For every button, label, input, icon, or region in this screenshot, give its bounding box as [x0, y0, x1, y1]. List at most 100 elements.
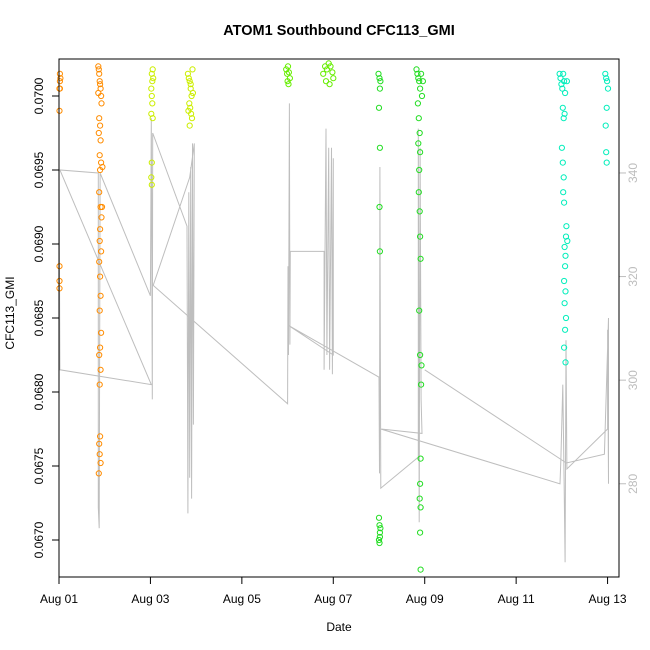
data-point [285, 81, 292, 88]
data-point [327, 63, 334, 70]
data-point [96, 189, 103, 196]
data-point [417, 504, 424, 511]
data-point [415, 115, 422, 122]
y-tick-label: 0.0700 [32, 77, 46, 114]
data-point [559, 85, 566, 92]
data-point [560, 115, 567, 122]
data-point [96, 258, 103, 265]
data-point [323, 66, 330, 73]
data-point [97, 122, 104, 129]
data-point [559, 159, 566, 166]
data-point [375, 70, 382, 77]
data-point [97, 366, 104, 373]
altitude-trace-line [58, 103, 609, 563]
data-point [602, 122, 609, 129]
data-point [417, 455, 424, 462]
data-point [416, 208, 423, 215]
data-point [284, 70, 291, 77]
plot-frame [58, 58, 620, 578]
data-point [185, 75, 192, 82]
data-point [98, 100, 105, 107]
data-point [96, 237, 103, 245]
data-point [325, 60, 332, 67]
data-point [95, 470, 102, 477]
x-tick-label: Aug 11 [498, 592, 535, 606]
data-point [148, 85, 155, 92]
data-point [96, 351, 103, 359]
data-point [148, 92, 155, 100]
data-point [416, 78, 423, 85]
data-point [188, 92, 195, 100]
data-point [148, 174, 155, 181]
data-point [560, 189, 567, 196]
y2-tick-label: 340 [626, 163, 640, 183]
y-axis-label: CFC113_GMI [3, 276, 17, 349]
data-point [56, 70, 64, 77]
data-point [98, 248, 105, 255]
data-point [97, 433, 104, 440]
data-point [556, 70, 563, 77]
data-point [96, 70, 103, 77]
x-tick-label: Aug 03 [131, 592, 169, 606]
x-tick-label: Aug 13 [589, 592, 627, 606]
data-point [561, 199, 568, 206]
data-point [563, 78, 571, 85]
data-point [558, 144, 566, 151]
data-point [377, 78, 384, 85]
data-point [188, 110, 195, 117]
data-point [149, 66, 156, 73]
data-point [97, 344, 104, 351]
data-point [416, 495, 423, 502]
data-point [414, 100, 421, 107]
data-point [189, 89, 196, 97]
data-point [184, 70, 191, 77]
data-point [284, 78, 291, 85]
data-point [561, 277, 568, 285]
data-point [418, 381, 425, 388]
data-point [149, 115, 156, 122]
data-point [603, 104, 610, 111]
data-point [148, 181, 155, 188]
data-point [95, 129, 102, 137]
data-point [97, 81, 104, 88]
data-point [98, 329, 105, 336]
data-point [561, 344, 568, 351]
x-tick-label: Aug 07 [314, 592, 352, 606]
data-point [97, 226, 104, 233]
data-point [603, 75, 610, 82]
data-point [189, 66, 196, 73]
data-point [376, 522, 383, 529]
data-point [186, 78, 193, 85]
x-tick-label: Aug 05 [223, 592, 261, 606]
data-point [186, 100, 193, 107]
data-point [417, 233, 424, 240]
data-point [375, 536, 383, 544]
data-point [417, 566, 424, 573]
data-point [376, 529, 383, 536]
x-tick-label: Aug 01 [40, 592, 78, 606]
data-point [377, 525, 384, 532]
y-tick-label: 0.0685 [32, 299, 46, 336]
data-point [187, 104, 194, 111]
data-point [96, 381, 103, 388]
data-point [417, 149, 424, 156]
data-point [562, 89, 569, 97]
data-point [414, 70, 421, 77]
data-point [186, 122, 193, 129]
data-point [415, 189, 422, 196]
axes-layer: Aug 01 Aug 03 Aug 05 Aug 07 Aug 09 Aug 11 Aug … [32, 77, 640, 606]
data-point [417, 529, 424, 536]
altitude-trace-layer [58, 103, 609, 563]
data-point [376, 203, 383, 211]
data-point [96, 440, 103, 447]
y2-tick-label: 300 [626, 370, 640, 390]
y2-tick-label: 280 [626, 473, 640, 493]
x-tick-label: Aug 09 [406, 592, 444, 606]
data-point [562, 314, 570, 322]
x-axis-label: Date [326, 620, 352, 634]
data-point [562, 359, 569, 366]
data-point [416, 129, 423, 137]
data-point [561, 78, 568, 85]
